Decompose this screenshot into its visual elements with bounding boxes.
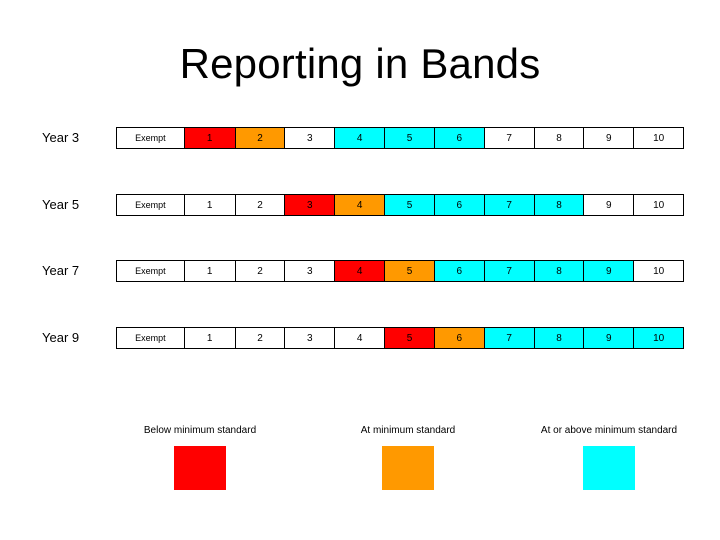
legend-item-at: At minimum standard xyxy=(318,425,498,490)
band-cell-10: 10 xyxy=(633,195,684,215)
band-cell-5: 5 xyxy=(384,128,434,148)
band-cell-8: 8 xyxy=(533,128,584,148)
band-cell-3: 3 xyxy=(284,328,335,348)
band-cell-7: 7 xyxy=(483,195,534,215)
band-strip: Exempt 1 2 3 4 5 6 7 8 9 10 xyxy=(116,327,684,349)
band-strip: Exempt 1 2 3 4 5 6 7 8 9 10 xyxy=(116,127,684,149)
band-row-year-3: Year 3 Exempt 1 2 3 4 5 6 7 8 9 10 xyxy=(0,127,720,151)
band-cell-1: 1 xyxy=(184,195,235,215)
band-row-year-9: Year 9 Exempt 1 2 3 4 5 6 7 8 9 10 xyxy=(0,327,720,351)
band-cell-10: 10 xyxy=(633,261,684,281)
legend-swatch xyxy=(583,446,635,490)
band-cell-8: 8 xyxy=(533,261,584,281)
band-cell-9: 9 xyxy=(583,261,634,281)
year-label: Year 5 xyxy=(42,197,80,212)
band-cell-10: 10 xyxy=(633,128,684,148)
page-title: Reporting in Bands xyxy=(179,40,541,87)
band-cell-5: 5 xyxy=(384,261,434,281)
band-strip: Exempt 1 2 3 4 5 6 7 8 9 10 xyxy=(116,260,684,282)
band-cell-1: 1 xyxy=(184,128,235,148)
band-cell-exempt: Exempt xyxy=(117,328,185,348)
band-cell-7: 7 xyxy=(483,261,534,281)
band-cell-exempt: Exempt xyxy=(117,195,185,215)
band-cell-2: 2 xyxy=(234,328,285,348)
band-cell-exempt: Exempt xyxy=(117,261,185,281)
band-cell-5: 5 xyxy=(384,195,434,215)
legend-swatch xyxy=(174,446,226,490)
year-label: Year 9 xyxy=(42,330,80,345)
band-cell-8: 8 xyxy=(533,195,584,215)
band-strip: Exempt 1 2 3 4 5 6 7 8 9 10 xyxy=(116,194,684,216)
band-cell-3: 3 xyxy=(284,128,335,148)
legend-swatch xyxy=(382,446,434,490)
band-cell-exempt: Exempt xyxy=(117,128,185,148)
year-label: Year 7 xyxy=(42,263,80,278)
band-cell-8: 8 xyxy=(533,328,584,348)
band-cell-9: 9 xyxy=(583,195,634,215)
band-cell-3: 3 xyxy=(284,195,335,215)
band-cell-4: 4 xyxy=(334,128,385,148)
legend-label: At minimum standard xyxy=(360,425,456,436)
band-cell-3: 3 xyxy=(284,261,335,281)
year-label: Year 3 xyxy=(42,130,80,145)
legend-item-above: At or above minimum standard xyxy=(519,425,699,490)
legend-label: At or above minimum standard xyxy=(540,425,678,436)
band-row-year-7: Year 7 Exempt 1 2 3 4 5 6 7 8 9 10 xyxy=(0,260,720,284)
band-cell-9: 9 xyxy=(583,128,634,148)
band-cell-1: 1 xyxy=(184,328,235,348)
legend-item-below: Below minimum standard xyxy=(110,425,290,490)
band-cell-4: 4 xyxy=(334,261,385,281)
band-cell-7: 7 xyxy=(483,128,534,148)
band-cell-6: 6 xyxy=(433,328,484,348)
band-cell-6: 6 xyxy=(433,261,484,281)
band-cell-6: 6 xyxy=(433,128,484,148)
band-cell-6: 6 xyxy=(433,195,484,215)
band-row-year-5: Year 5 Exempt 1 2 3 4 5 6 7 8 9 10 xyxy=(0,194,720,218)
band-cell-2: 2 xyxy=(234,195,285,215)
band-cell-10: 10 xyxy=(633,328,684,348)
band-cell-4: 4 xyxy=(334,195,385,215)
band-cell-5: 5 xyxy=(384,328,434,348)
band-cell-7: 7 xyxy=(483,328,534,348)
band-cell-4: 4 xyxy=(334,328,385,348)
band-cell-2: 2 xyxy=(234,261,285,281)
band-cell-1: 1 xyxy=(184,261,235,281)
band-cell-9: 9 xyxy=(583,328,634,348)
legend-label: Below minimum standard xyxy=(143,425,257,436)
band-cell-2: 2 xyxy=(234,128,285,148)
